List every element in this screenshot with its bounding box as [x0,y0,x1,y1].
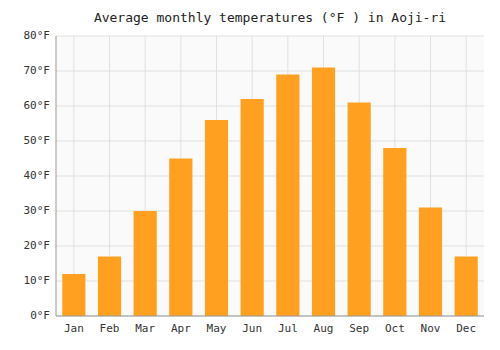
bar [134,211,157,316]
x-tick-label: Jan [64,322,84,335]
x-tick-label: Dec [456,322,476,335]
bar [241,99,264,316]
x-tick-label: Jun [242,322,262,335]
y-tick-label: 30°F [24,204,51,217]
y-tick-label: 70°F [24,64,51,77]
y-tick-label: 60°F [24,99,51,112]
y-axis [56,36,57,316]
bar [62,274,85,316]
bar [419,208,442,317]
bar [312,68,335,317]
x-tick-label: May [207,322,227,335]
y-tick-label: 0°F [30,309,50,322]
bar [348,103,371,317]
bar [455,257,478,317]
x-tick-label: Mar [135,322,155,335]
y-tick-label: 10°F [24,274,51,287]
y-tick-label: 80°F [24,29,51,42]
bars [62,68,478,317]
grid-line [56,316,484,317]
x-axis [56,316,484,317]
x-tick-label: Oct [385,322,405,335]
title: Average monthly temperatures (°F ) in Ao… [94,10,446,25]
grid-line [56,71,484,72]
grid [56,36,484,316]
y-tick-label: 50°F [24,134,51,147]
x-tick-label: Nov [421,322,441,335]
x-tick-label: Feb [100,322,120,335]
grid-line [56,36,484,37]
bar [276,75,299,317]
y-tick-label: 40°F [24,169,51,182]
x-tick-label: Jul [278,322,298,335]
x-tick-label: Apr [171,322,191,335]
bar [169,159,192,317]
chart: 0°F 10°F 20°F 30°F 40°F 50°F 60°F 70°F 80°F Jan Fe… [0,0,500,350]
grid-line [56,106,484,107]
grid-line [56,176,484,177]
bar [98,257,121,317]
grid-line [56,141,484,142]
x-tick-label: Aug [314,322,334,335]
plot-area [56,36,484,316]
x-tick-label: Sep [349,322,369,335]
bar [383,148,406,316]
y-tick-label: 20°F [24,239,51,252]
bar [205,120,228,316]
